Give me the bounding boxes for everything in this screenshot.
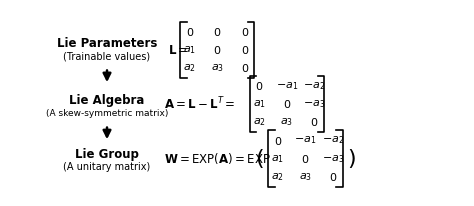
Text: $-a_1$: $-a_1$ xyxy=(294,135,317,146)
Text: (A skew-symmetric matrix): (A skew-symmetric matrix) xyxy=(46,109,168,118)
Text: $0$: $0$ xyxy=(310,116,319,128)
Text: $($: $($ xyxy=(255,147,264,170)
Text: $a_2$: $a_2$ xyxy=(253,116,266,128)
Text: Lie Algebra: Lie Algebra xyxy=(69,94,145,107)
Text: $a_1$: $a_1$ xyxy=(253,98,266,110)
Text: $0$: $0$ xyxy=(283,98,291,110)
Text: $a_2$: $a_2$ xyxy=(183,62,196,74)
Text: $0$: $0$ xyxy=(241,44,249,56)
Text: $0$: $0$ xyxy=(241,26,249,38)
Text: $-a_2$: $-a_2$ xyxy=(322,135,344,146)
Text: $a_3$: $a_3$ xyxy=(281,116,293,128)
Text: $0$: $0$ xyxy=(301,153,310,165)
Text: Lie Group: Lie Group xyxy=(75,148,139,161)
Text: Lie Parameters: Lie Parameters xyxy=(57,37,157,50)
Text: $a_1$: $a_1$ xyxy=(183,44,196,56)
Text: $a_1$: $a_1$ xyxy=(271,153,284,165)
Text: $\mathbf{W} = \mathrm{EXP}(\mathbf{A}) = \mathrm{EXP}$: $\mathbf{W} = \mathrm{EXP}(\mathbf{A}) =… xyxy=(164,151,271,166)
Text: $\mathbf{A} = \mathbf{L} - \mathbf{L}^{T} = $: $\mathbf{A} = \mathbf{L} - \mathbf{L}^{T… xyxy=(164,96,235,112)
Text: $0$: $0$ xyxy=(213,44,221,56)
Text: $-a_3$: $-a_3$ xyxy=(303,98,326,110)
Text: $0$: $0$ xyxy=(185,26,194,38)
Text: $-a_1$: $-a_1$ xyxy=(276,80,298,92)
Text: $0$: $0$ xyxy=(273,135,282,146)
Text: $0$: $0$ xyxy=(213,26,221,38)
Text: $-a_3$: $-a_3$ xyxy=(322,153,344,165)
Text: (A unitary matrix): (A unitary matrix) xyxy=(64,163,151,172)
Text: $)$: $)$ xyxy=(347,147,356,170)
Text: $a_3$: $a_3$ xyxy=(299,171,312,183)
Text: $a_2$: $a_2$ xyxy=(271,171,284,183)
Text: $0$: $0$ xyxy=(329,171,337,183)
Text: $0$: $0$ xyxy=(241,62,249,74)
Text: $\mathbf{L} = $: $\mathbf{L} = $ xyxy=(168,44,188,57)
Text: (Trainable values): (Trainable values) xyxy=(64,52,151,61)
Text: $-a_2$: $-a_2$ xyxy=(303,80,326,92)
Text: $0$: $0$ xyxy=(255,80,264,92)
Text: $a_3$: $a_3$ xyxy=(210,62,224,74)
